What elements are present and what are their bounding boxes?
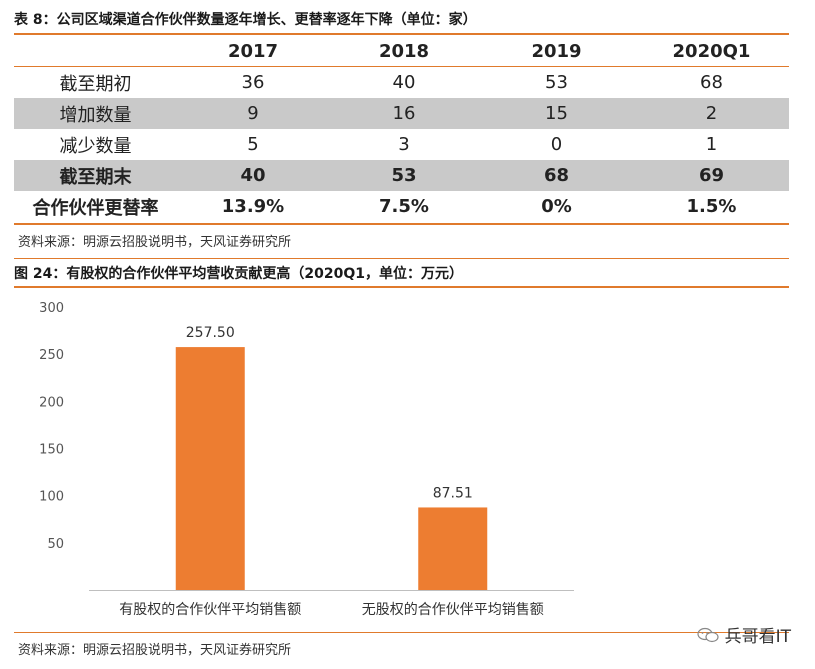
- figure-source-note: 资料来源：明源云招股说明书，天风证券研究所: [18, 643, 292, 658]
- figure-bottom-rule: [14, 632, 789, 633]
- table-row: 截至期初 36 40 53 68: [14, 66, 789, 99]
- bar-value-label: 87.51: [433, 485, 473, 501]
- y-axis: 50 100 150 200 250 300: [39, 301, 64, 552]
- y-tick-label: 100: [39, 490, 64, 505]
- table-cell: 69: [634, 160, 789, 191]
- y-tick-label: 300: [39, 301, 64, 316]
- table-title: 表 8：公司区域渠道合作伙伴数量逐年增长、更替率逐年下降（单位：家）: [14, 12, 477, 28]
- table-cell: 7.5%: [379, 196, 429, 217]
- bar-value-label: 257.50: [186, 325, 235, 341]
- row-label: 减少数量: [59, 135, 132, 157]
- table-cell: 40: [177, 160, 329, 191]
- bar: [175, 347, 245, 590]
- y-tick-label: 200: [39, 395, 64, 410]
- bar-chart: 50 100 150 200 250 300 257.50 有股权的合作伙伴平均销售额 87.…: [39, 301, 574, 618]
- table-cell: 5: [247, 134, 259, 155]
- category-label: 有股权的合作伙伴平均销售额: [119, 602, 301, 618]
- table-source-note: 资料来源：明源云招股说明书，天风证券研究所: [18, 235, 292, 250]
- table-row: 合作伙伴更替率 13.9% 7.5% 0% 1.5%: [14, 191, 789, 222]
- row-label: 截至期初: [59, 73, 132, 95]
- table-cell: 9: [177, 98, 329, 129]
- table-row: 截至期末 40 53 68 69: [14, 160, 789, 191]
- figure-title-rule: [14, 286, 789, 288]
- table-cell: 3: [398, 134, 410, 155]
- header-cell: 2019: [531, 40, 582, 62]
- watermark-text: 兵哥看IT: [724, 627, 791, 647]
- table-cell: 53: [329, 160, 479, 191]
- header-cell: 2017: [227, 40, 279, 62]
- table-cell: 53: [545, 72, 568, 93]
- wechat-icon: [696, 627, 719, 642]
- y-tick-label: 250: [39, 348, 64, 363]
- table-cell: 15: [479, 98, 634, 129]
- header-cell: 2020Q1: [672, 40, 751, 62]
- category-label: 无股权的合作伙伴平均销售额: [362, 602, 544, 618]
- row-label: 截至期末: [14, 160, 177, 191]
- partner-table: 2017 2018 2019 2020Q1 截至期初 36 40 53 68 增…: [14, 36, 789, 222]
- header-cell: [14, 36, 177, 67]
- row-label: 合作伙伴更替率: [32, 197, 159, 219]
- table-cell: 0: [550, 134, 563, 155]
- table-top-rule: [14, 33, 789, 35]
- bar: [418, 507, 488, 590]
- table-bottom-rule: [14, 223, 789, 225]
- row-label: 增加数量: [14, 98, 177, 129]
- table-cell: 16: [329, 98, 479, 129]
- figure-title: 图 24：有股权的合作伙伴平均营收贡献更高（2020Q1，单位：万元）: [14, 266, 463, 282]
- watermark: 兵哥看IT: [696, 622, 791, 647]
- table-cell: 1: [705, 134, 718, 155]
- bars-group: 257.50 有股权的合作伙伴平均销售额 87.51 无股权的合作伙伴平均销售额: [119, 325, 544, 618]
- table-row: 减少数量 5 3 0 1: [14, 129, 789, 160]
- table-cell: 0%: [541, 196, 572, 217]
- table-cell: 36: [241, 72, 265, 93]
- table-header-row: 2017 2018 2019 2020Q1: [14, 36, 789, 67]
- table-cell: 68: [700, 72, 723, 93]
- table-cell: 1.5%: [686, 196, 737, 217]
- y-tick-label: 50: [47, 537, 64, 552]
- table-cell: 2: [634, 98, 789, 129]
- y-tick-label: 150: [39, 443, 64, 458]
- table-cell: 40: [392, 72, 416, 93]
- header-cell: 2018: [378, 40, 430, 62]
- figure-top-rule: [14, 258, 789, 259]
- table-cell: 68: [479, 160, 634, 191]
- table-row: 增加数量 9 16 15 2: [14, 98, 789, 129]
- table-cell: 13.9%: [221, 196, 285, 217]
